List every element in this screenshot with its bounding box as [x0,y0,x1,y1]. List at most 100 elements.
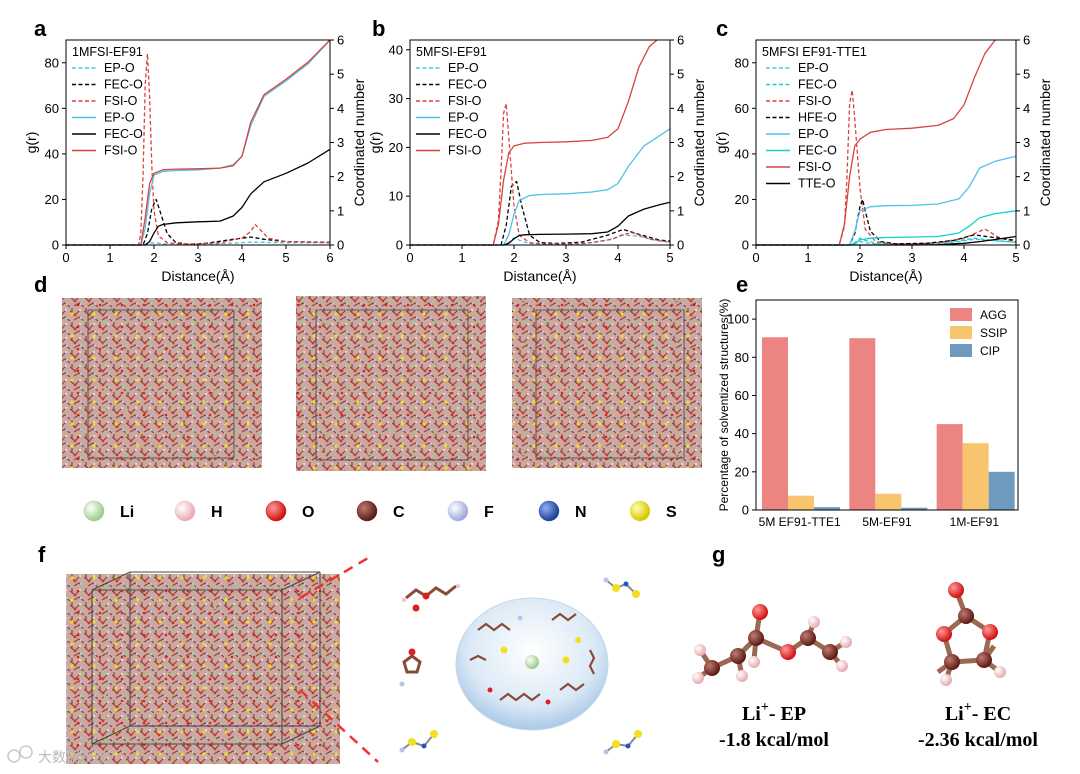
solvation-bar-chart: 5M EF91-TTE1 5M-EF91 1M-EF91 0 20 40 60 80 100Pe… [717,299,1019,529]
y-tick-label: 0 [396,238,403,253]
series-line-fsi-o-left [756,89,1017,246]
panel-label-f: f [38,542,46,567]
y-tick-label: 0 [742,503,749,518]
y2-tick-label: 0 [1023,238,1030,253]
series-line-fsi-o-right [66,39,331,246]
y2-tick-label: 1 [677,203,684,218]
y2-axis-label: Coordinated number [351,78,367,206]
y-tick-label: 60 [735,101,749,116]
series-line-ep-o-left [410,234,671,246]
y-axis-label: g(r) [713,132,729,154]
x-tick-label: 0 [752,250,759,265]
bar-cip [988,471,1015,510]
legend-label: FEC-O [448,127,487,141]
y-tick-label: 20 [735,192,749,207]
y-tick-label: 100 [727,312,749,327]
y2-axis-label: Coordinated number [1037,78,1053,206]
x-tick-label: 3 [908,250,915,265]
y-tick-label: 80 [45,55,59,70]
x-tick-label: 3 [562,250,569,265]
y-tick-label: 60 [735,388,749,403]
y2-tick-label: 4 [1023,101,1030,116]
y2-tick-label: 0 [677,238,684,253]
y2-tick-label: 5 [677,67,684,82]
legend-label: FEC-O [104,127,143,141]
panel-label-e: e [736,272,748,297]
y2-tick-label: 2 [677,169,684,184]
plot-frame [755,299,1019,511]
legend-label: EP-O [104,111,135,125]
y-axis-label: g(r) [367,132,383,154]
element-sphere-h [174,500,196,522]
element-label: S [666,504,677,521]
legend-label: EP-O [798,61,829,75]
y2-tick-label: 5 [1023,67,1030,82]
y2-tick-label: 6 [677,33,684,48]
x-tick-label: 1 [106,250,113,265]
series-line-fec-o-right [756,210,1017,246]
ec-binding-energy: -2.36 kcal/mol [918,729,1038,751]
element-sphere-s [629,500,651,522]
y-tick-label: 40 [45,146,59,161]
legend-label: EP-O [448,111,479,125]
series-line-fsi-o-left [410,102,671,246]
y2-tick-label: 6 [337,33,344,48]
panel-label-b: b [372,16,385,41]
x-tick-label: 2 [856,250,863,265]
panel-label-a: a [34,16,47,41]
simulation-box-3d [66,571,340,764]
legend-label: FEC-O [448,78,487,92]
y2-tick-label: 3 [1023,135,1030,150]
legend-label: FEC-O [104,78,143,92]
ep-binding-energy: -1.8 kcal/mol [719,729,829,751]
simulation-box-1 [62,298,262,468]
x-axis-label: Distance(Å) [849,268,922,284]
category-label: 5M-EF91 [862,515,912,529]
legend-label: FSI-O [798,94,832,108]
bar-ssip [788,495,814,510]
y2-tick-label: 2 [337,169,344,184]
y2-tick-label: 3 [677,135,684,150]
y-tick-label: 60 [45,101,59,116]
y-tick-label: 40 [735,426,749,441]
ec-molecule-small [399,648,422,687]
ep-molecule-model [692,604,852,684]
category-label: 1M-EF91 [950,515,1000,529]
panel-label-g: g [712,542,725,567]
y2-tick-label: 4 [677,101,684,116]
zoom-guide-line-bottom [299,689,379,763]
ep-molecule-small [402,584,460,612]
legend-swatch [950,308,972,321]
element-label: N [575,504,587,521]
free-molecules [399,577,642,755]
x-tick-label: 1 [458,250,465,265]
legend-label: FSI-O [448,144,482,158]
legend-label: TTE-O [798,177,836,191]
element-label: C [393,504,405,521]
series-line-fsi-o-right [756,39,996,246]
simulation-box-2 [296,296,486,471]
series-line-fsi-o-right [410,39,658,246]
legend-label: FSI-O [104,94,138,108]
y-tick-label: 80 [735,350,749,365]
x-tick-label: 5 [282,250,289,265]
legend-label: SSIP [980,326,1007,340]
y-axis-label: g(r) [23,132,39,154]
x-tick-label: 4 [960,250,967,265]
x-tick-label: 0 [406,250,413,265]
legend-label: AGG [980,308,1007,322]
x-tick-label: 4 [238,250,245,265]
x-tick-label: 2 [510,250,517,265]
x-tick-label: 2 [150,250,157,265]
y-tick-label: 40 [389,42,403,57]
y-tick-label: 40 [735,146,749,161]
element-label: O [302,504,314,521]
watermark: 大数据视觉 [7,745,108,766]
x-tick-label: 5 [666,250,673,265]
y-tick-label: 20 [45,192,59,207]
bar-agg [936,424,963,510]
element-sphere-f [447,500,469,522]
